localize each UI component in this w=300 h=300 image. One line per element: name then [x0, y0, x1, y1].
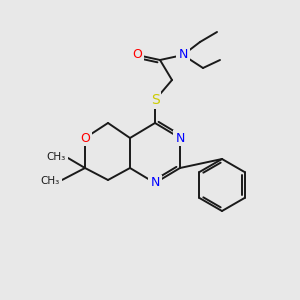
- Text: N: N: [150, 176, 160, 190]
- Text: O: O: [80, 131, 90, 145]
- Text: O: O: [132, 49, 142, 62]
- Text: S: S: [151, 93, 159, 107]
- Text: N: N: [175, 131, 185, 145]
- Text: CH₃: CH₃: [47, 152, 66, 162]
- Text: N: N: [178, 49, 188, 62]
- Text: CH₃: CH₃: [41, 176, 60, 186]
